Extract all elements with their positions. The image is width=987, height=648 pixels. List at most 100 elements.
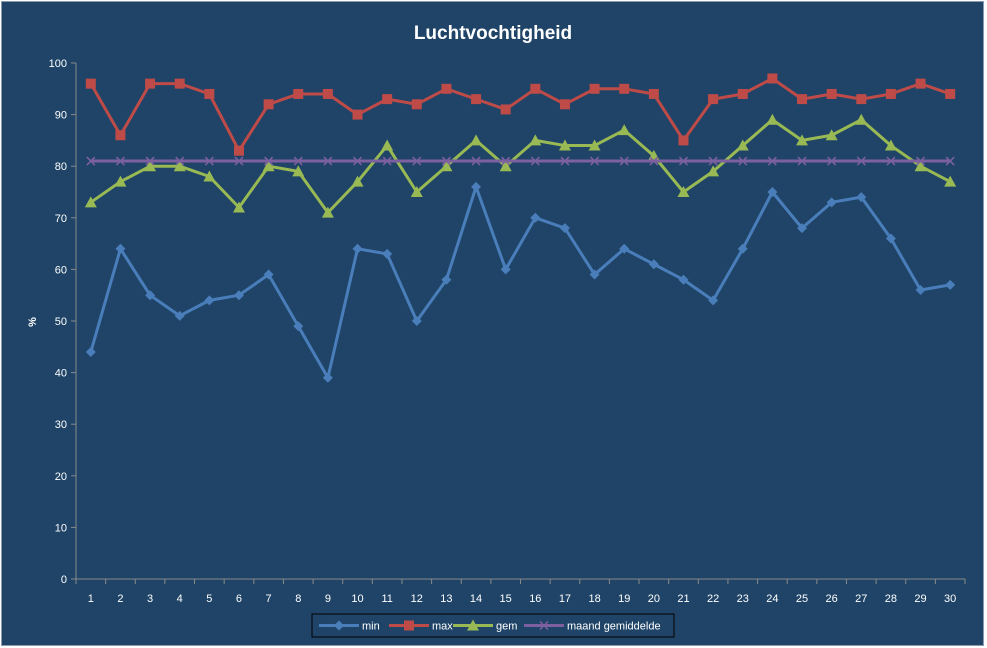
x-tick-label: 29: [914, 593, 926, 605]
data-point-min: [411, 316, 422, 326]
data-point-max: [352, 109, 363, 120]
data-point-max: [174, 78, 185, 89]
series-max: [85, 73, 956, 156]
y-tick-label: 20: [55, 471, 67, 483]
data-point-maand-gemiddelde: [590, 156, 600, 166]
data-point-gem: [114, 175, 127, 187]
data-point-max: [411, 99, 422, 110]
data-point-min: [85, 346, 96, 357]
data-point-max: [322, 88, 333, 99]
data-point-max: [263, 99, 274, 110]
data-point-min: [767, 187, 778, 197]
data-point-maand-gemiddelde: [856, 156, 866, 166]
x-tick-label: 28: [885, 593, 897, 605]
data-point-maand-gemiddelde: [293, 156, 303, 166]
data-point-maand-gemiddelde: [827, 156, 837, 166]
data-point-max: [619, 83, 630, 94]
data-point-min: [233, 290, 244, 301]
data-point-maand-gemiddelde: [708, 156, 718, 166]
y-tick-label: 80: [55, 161, 67, 173]
legend-label: min: [362, 621, 380, 633]
x-tick-label: 26: [826, 593, 838, 605]
series-maand-gemiddelde: [86, 156, 955, 166]
x-tick-label: 5: [206, 593, 212, 605]
data-point-maand-gemiddelde: [916, 156, 926, 166]
y-axis-label: %: [27, 317, 39, 327]
x-tick-label: 14: [470, 593, 482, 605]
x-tick-label: 8: [295, 593, 301, 605]
legend-label: maand gemiddelde: [567, 621, 661, 633]
data-point-min: [826, 197, 837, 208]
x-tick-label: 4: [177, 593, 183, 605]
data-point-gem: [173, 160, 186, 172]
data-point-max: [737, 88, 748, 99]
y-tick-label: 40: [55, 368, 67, 380]
data-point-maand-gemiddelde: [441, 156, 451, 166]
data-point-gem: [321, 206, 334, 218]
data-point-min: [619, 243, 630, 254]
data-point-min: [559, 223, 570, 234]
data-point-gem: [232, 201, 245, 213]
x-tick-label: 27: [855, 593, 867, 605]
y-tick-label: 100: [49, 58, 67, 70]
data-point-maand-gemiddelde: [797, 156, 807, 166]
x-tick-label: 30: [944, 593, 956, 605]
data-point-max: [885, 88, 896, 99]
data-point-gem: [736, 139, 749, 151]
data-point-gem: [84, 196, 97, 208]
data-point-maand-gemiddelde: [471, 156, 481, 166]
series-line-gem: [89, 118, 951, 215]
x-tick-label: 9: [325, 593, 331, 605]
data-point-maand-gemiddelde: [204, 156, 214, 166]
data-point-gem: [855, 113, 868, 125]
x-tick-label: 18: [588, 593, 600, 605]
data-point-maand-gemiddelde: [264, 156, 274, 166]
data-point-gem: [707, 165, 720, 177]
data-point-maand-gemiddelde: [560, 156, 570, 166]
data-point-min: [322, 372, 333, 383]
data-point-max: [204, 88, 215, 99]
x-tick-label: 15: [500, 593, 512, 605]
data-point-min: [648, 259, 659, 270]
data-point-gem: [410, 186, 423, 197]
data-point-max: [115, 130, 126, 141]
data-point-gem: [825, 129, 838, 141]
data-point-min: [530, 212, 541, 223]
data-point-min: [500, 264, 511, 275]
x-tick-label: 19: [618, 593, 630, 605]
data-point-maand-gemiddelde: [175, 156, 185, 166]
data-point-max: [471, 94, 482, 105]
data-point-gem: [529, 134, 542, 146]
data-point-maand-gemiddelde: [86, 156, 96, 166]
data-point-max: [797, 94, 808, 105]
data-point-min: [945, 279, 956, 290]
y-tick-label: 50: [55, 316, 67, 328]
data-point-min: [352, 243, 363, 254]
data-point-min: [382, 248, 393, 259]
data-point-gem: [499, 160, 512, 172]
data-point-min: [441, 274, 452, 285]
chart-title: Luchtvochtigheid: [414, 23, 572, 44]
data-point-max: [648, 88, 659, 99]
legend-marker: [539, 620, 549, 631]
data-point-maand-gemiddelde: [945, 156, 955, 166]
x-tick-label: 21: [677, 593, 689, 605]
x-tick-label: 2: [117, 593, 123, 605]
x-tick-label: 6: [236, 593, 242, 605]
data-point-gem: [588, 139, 601, 151]
data-point-maand-gemiddelde: [234, 156, 244, 166]
data-point-maand-gemiddelde: [767, 156, 777, 166]
x-tick-label: 7: [266, 593, 272, 605]
x-tick-label: 11: [381, 593, 392, 605]
data-point-min: [293, 321, 304, 332]
data-point-max: [826, 88, 837, 99]
x-tick-label: 16: [529, 593, 541, 605]
data-point-max: [85, 78, 96, 89]
data-point-max: [559, 99, 570, 110]
data-point-maand-gemiddelde: [352, 156, 363, 166]
y-tick-label: 90: [55, 110, 67, 122]
data-point-maand-gemiddelde: [619, 156, 629, 166]
data-point-maand-gemiddelde: [501, 156, 511, 166]
